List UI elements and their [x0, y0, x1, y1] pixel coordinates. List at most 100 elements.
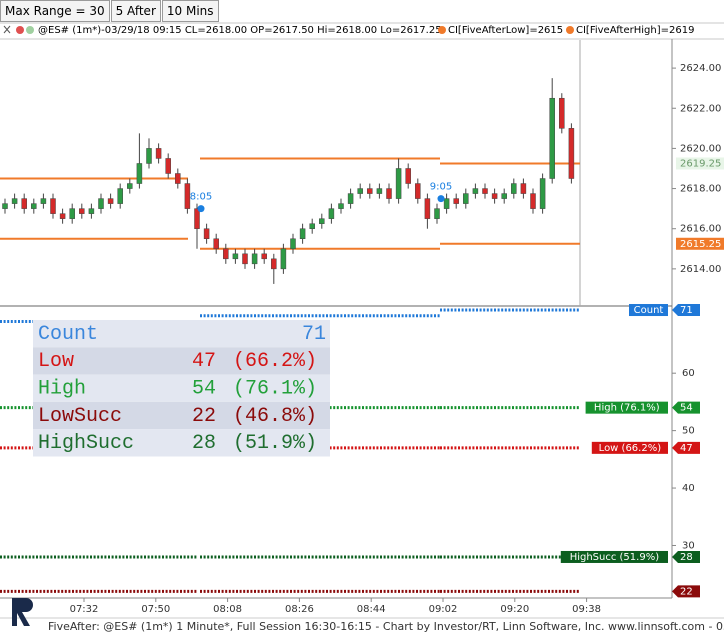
candle-body	[472, 188, 479, 194]
legend-text: @ES# (1m*)-03/29/18 09:15 CL=2618.00 OP=…	[38, 25, 442, 36]
name-tag-label: Count	[634, 305, 664, 316]
candle-body	[386, 188, 392, 199]
candle	[242, 248, 248, 269]
candle	[21, 193, 27, 214]
toolbar-button[interactable]: 5 After	[110, 0, 161, 22]
candle	[194, 203, 200, 249]
x-tick-label: 08:08	[213, 604, 242, 615]
candle	[501, 188, 507, 204]
candle-body	[2, 203, 8, 209]
table-row	[33, 374, 330, 402]
x-tick-label: 08:26	[285, 604, 314, 615]
y-tick-label: 2616.00	[680, 224, 721, 235]
candle-body	[491, 193, 498, 199]
candle	[2, 198, 8, 214]
candle	[79, 203, 85, 219]
candle-body	[107, 198, 114, 204]
candle-body	[338, 203, 344, 209]
annotation-marker	[437, 195, 445, 203]
footer: FiveAfter: @ES# (1m*) 1 Minute*, Full Se…	[48, 620, 724, 633]
row-name: High	[38, 378, 86, 401]
candle	[251, 248, 258, 269]
table-row	[33, 347, 330, 375]
row-pct: (66.2%)	[233, 350, 317, 373]
candle-body	[136, 163, 143, 184]
candle-body	[59, 213, 66, 219]
x-tick-label: 09:38	[572, 604, 601, 615]
candle	[11, 193, 18, 209]
toolbar: Max Range = 30 5 After 10 Mins	[0, 0, 220, 22]
candle-body	[175, 173, 181, 184]
name-tag	[560, 550, 668, 563]
candle	[98, 193, 104, 214]
candle-body	[549, 97, 555, 179]
y-tick-label: 60	[682, 368, 695, 379]
name-tag-label: HighSucc (51.9%)	[570, 552, 660, 563]
candle	[59, 208, 66, 224]
candle	[482, 183, 488, 199]
candle	[40, 193, 47, 209]
y-tick-label: 40	[682, 483, 695, 494]
y-tick-label: 2622.00	[680, 103, 721, 114]
price-tag	[676, 157, 724, 170]
candle-body	[319, 218, 325, 224]
value-tag	[672, 550, 700, 563]
y-tick-label: 2614.00	[680, 264, 721, 275]
candle-body	[251, 253, 258, 265]
candle-body	[194, 208, 200, 229]
name-tag	[591, 441, 668, 454]
price-tag	[676, 237, 724, 250]
candle-body	[520, 183, 527, 194]
candle	[443, 193, 450, 214]
close-icon[interactable]	[3, 25, 11, 34]
y-tick-label: 2624.00	[680, 63, 721, 74]
candle-body	[367, 188, 373, 194]
candle-body	[88, 208, 95, 214]
row-pct: (51.9%)	[233, 432, 317, 455]
candle-body	[347, 193, 354, 204]
x-tick-label: 08:44	[357, 604, 386, 615]
row-name: Count	[38, 323, 98, 346]
candle	[357, 183, 363, 199]
annotation-marker	[197, 205, 205, 213]
logo-shape	[12, 598, 33, 626]
candle-body	[299, 228, 306, 240]
candle	[568, 123, 575, 184]
annotation-label: 8:05	[190, 192, 212, 203]
candle-body	[328, 208, 335, 219]
toolbar-button[interactable]: 10 Mins	[161, 0, 219, 22]
candle	[376, 183, 383, 199]
candle	[155, 143, 162, 164]
candle	[511, 178, 517, 199]
candle	[223, 243, 229, 264]
candle	[271, 253, 277, 284]
value-tag-label: 47	[680, 443, 693, 454]
candle-body	[395, 168, 402, 199]
candle	[491, 188, 498, 204]
row-name: Low	[38, 350, 74, 373]
candle-body	[127, 183, 133, 189]
candle	[232, 248, 239, 264]
candle-body	[213, 238, 219, 250]
candle	[69, 203, 75, 224]
candle-body	[559, 97, 565, 129]
candle-body	[280, 248, 287, 270]
candle	[328, 203, 335, 224]
candle-body	[184, 183, 191, 209]
price-tag-label: 2615.25	[680, 239, 721, 250]
value-tag-label: 71	[680, 305, 693, 316]
candle	[463, 188, 469, 209]
candle	[290, 233, 296, 254]
candle-body	[453, 198, 459, 204]
candle	[31, 198, 37, 214]
candle	[386, 183, 392, 204]
candle-body	[21, 198, 27, 209]
x-tick-label: 07:50	[141, 604, 170, 615]
candle	[424, 193, 431, 229]
name-tag-label: High (76.1%)	[594, 403, 660, 414]
candle-body	[511, 183, 517, 194]
candle-body	[155, 148, 162, 159]
candle	[415, 178, 421, 204]
toolbar-button[interactable]: Max Range = 30	[0, 0, 110, 22]
candle-body	[40, 198, 47, 204]
